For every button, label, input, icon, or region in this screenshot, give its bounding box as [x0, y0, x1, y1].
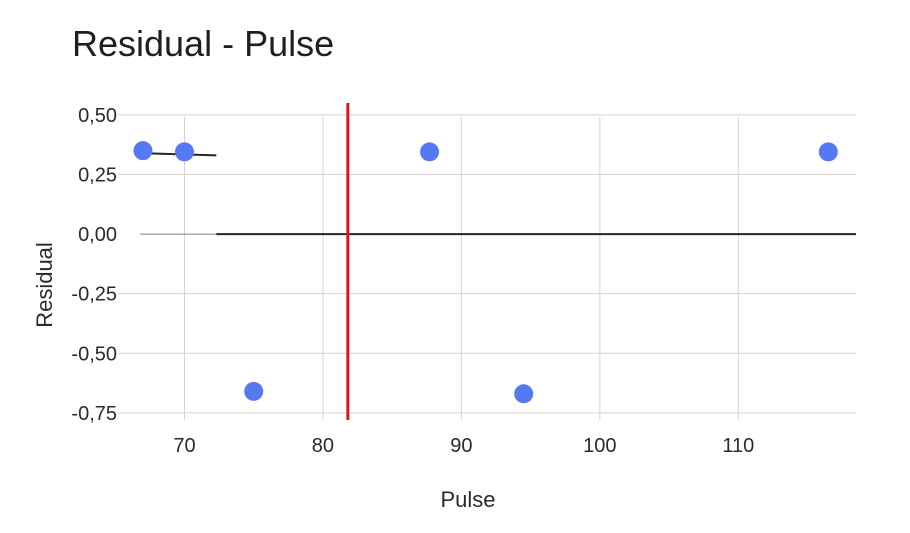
- data-point: [420, 142, 440, 162]
- y-tick-label: -0,75: [71, 403, 117, 425]
- y-tick-label: -0,25: [71, 284, 117, 306]
- x-tick-label: 70: [173, 435, 195, 457]
- data-point: [174, 142, 194, 162]
- x-tick-label: 100: [583, 435, 616, 457]
- y-tick-label: 0,00: [78, 224, 117, 246]
- x-axis-label: Pulse: [440, 487, 495, 512]
- grid-lines: [118, 114, 856, 420]
- y-tick-label: 0,50: [78, 105, 117, 127]
- x-tick-label: 90: [450, 435, 472, 457]
- data-points: [133, 141, 838, 404]
- y-tick-label: 0,25: [78, 165, 117, 187]
- y-axis-label: Residual: [32, 242, 57, 328]
- reference-lines: [135, 103, 856, 420]
- data-point: [514, 384, 534, 404]
- data-point: [244, 381, 264, 401]
- x-axis-ticks: 70 80 90 100 110: [173, 435, 754, 457]
- x-tick-label: 80: [312, 435, 334, 457]
- y-tick-label: -0,50: [71, 343, 117, 365]
- y-axis-ticks: 0,50 0,25 0,00 -0,25 -0,50 -0,75: [71, 105, 117, 425]
- x-tick-label: 110: [722, 435, 754, 457]
- data-point: [133, 141, 153, 161]
- data-point: [818, 142, 838, 162]
- chart-title: Residual - Pulse: [72, 23, 334, 64]
